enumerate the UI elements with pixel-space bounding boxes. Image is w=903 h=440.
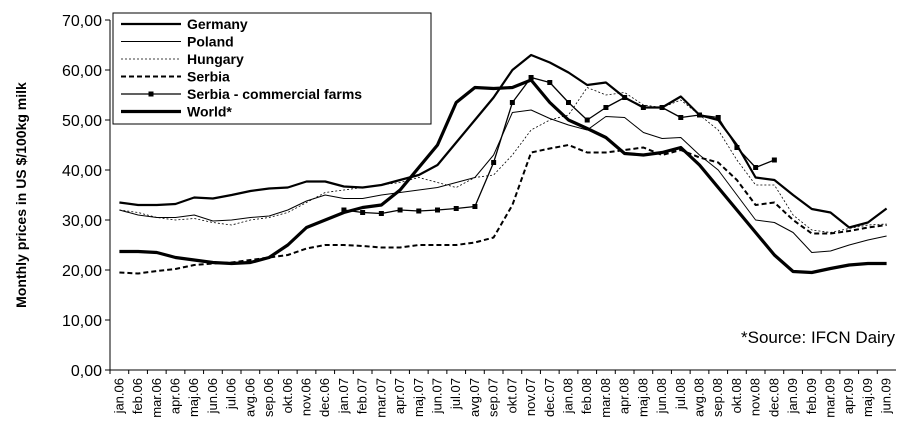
x-tick-label: jun.06 xyxy=(205,378,220,414)
series-marker xyxy=(472,204,478,209)
x-tick-label: jan.09 xyxy=(785,378,800,414)
y-tick-label: 70,00 xyxy=(62,13,102,30)
x-tick-label: sep.07 xyxy=(486,378,501,417)
x-tick-label: jan.08 xyxy=(561,378,576,414)
x-tick-label: jun.07 xyxy=(430,378,445,414)
x-tick-label: jul.06 xyxy=(224,378,239,410)
legend-box xyxy=(112,12,432,125)
x-tick-label: avg.06 xyxy=(242,378,257,417)
x-tick-label: mar.09 xyxy=(823,378,838,418)
series-marker xyxy=(360,210,366,215)
x-tick-label: dec.08 xyxy=(766,378,781,417)
annotation: *Source: IFCN Dairy xyxy=(741,328,895,347)
x-tick-label: feb.06 xyxy=(130,378,145,414)
x-tick-label: mar.06 xyxy=(149,378,164,418)
y-axis-title: Monthly prices in US $/100kg milk xyxy=(13,82,29,308)
x-tick-label: nov.08 xyxy=(748,378,763,416)
series-marker xyxy=(622,95,628,100)
series-marker xyxy=(528,75,534,80)
series-marker xyxy=(378,211,384,216)
legend-label: Serbia - commercial farms xyxy=(187,86,362,102)
x-tick-label: feb.09 xyxy=(804,378,819,414)
x-tick-label: dec.06 xyxy=(317,378,332,417)
series-marker xyxy=(603,105,609,110)
series-marker xyxy=(509,100,515,105)
y-tick-label: 0,00 xyxy=(71,363,102,380)
series-marker xyxy=(566,100,571,105)
x-tick-label: jun.09 xyxy=(879,378,894,414)
x-tick-label: okt.07 xyxy=(504,378,519,413)
legend-label: Poland xyxy=(187,34,234,50)
x-tick-label: maj.06 xyxy=(186,378,201,417)
series-marker xyxy=(715,115,721,120)
x-tick-label: nov.06 xyxy=(299,378,314,416)
y-tick-label: 40,00 xyxy=(62,163,102,180)
series-marker xyxy=(640,105,646,110)
x-tick-label: jun.08 xyxy=(654,378,669,414)
legend-label: Hungary xyxy=(187,51,244,67)
series-line xyxy=(119,53,888,229)
x-tick-label: feb.08 xyxy=(579,378,594,414)
series-marker xyxy=(659,105,665,110)
x-tick-label: apr.06 xyxy=(168,378,183,414)
x-tick-label: maj.07 xyxy=(411,378,426,417)
x-tick-label: nov.07 xyxy=(523,378,538,416)
series-marker xyxy=(416,208,422,214)
series-marker xyxy=(547,80,553,85)
series-marker xyxy=(678,115,684,120)
series-marker xyxy=(341,207,347,213)
x-tick-label: apr.08 xyxy=(617,378,632,414)
series-line xyxy=(119,144,887,275)
y-tick-label: 30,00 xyxy=(62,213,102,230)
series-marker xyxy=(453,206,459,211)
legend-marker xyxy=(148,91,154,97)
series-marker xyxy=(397,207,403,213)
y-tick-label: 50,00 xyxy=(62,113,102,130)
x-tick-label: maj.09 xyxy=(860,378,875,417)
x-tick-label: okt.06 xyxy=(280,378,295,413)
x-tick-label: jan.07 xyxy=(336,378,351,414)
legend-label: Germany xyxy=(187,16,248,32)
x-tick-label: avg.08 xyxy=(692,378,707,417)
series-marker xyxy=(771,157,777,163)
x-tick-label: maj.08 xyxy=(635,378,650,417)
x-tick-label: apr.07 xyxy=(392,378,407,414)
x-tick-label: feb.07 xyxy=(355,378,370,414)
series-marker xyxy=(491,160,497,165)
x-tick-label: jan.06 xyxy=(111,378,126,414)
series-marker xyxy=(584,117,590,123)
y-tick-label: 60,00 xyxy=(62,63,102,80)
x-tick-label: mar.07 xyxy=(373,378,388,418)
series-marker xyxy=(697,112,702,118)
x-tick-label: mar.08 xyxy=(598,378,613,418)
series-marker xyxy=(435,207,440,213)
x-tick-label: apr.09 xyxy=(841,378,856,414)
x-tick-label: jul.07 xyxy=(448,378,463,410)
series-marker xyxy=(734,145,740,150)
x-tick-label: avg.07 xyxy=(467,378,482,417)
x-tick-label: jul.08 xyxy=(673,378,688,410)
series-line xyxy=(343,76,775,215)
x-tick-label: sep.08 xyxy=(710,378,725,417)
legend-label: World* xyxy=(187,104,232,120)
x-tick-label: dec.07 xyxy=(542,378,557,417)
x-tick-label: sep.06 xyxy=(261,378,276,417)
series-line xyxy=(119,87,887,233)
series-marker xyxy=(753,165,759,170)
y-tick-label: 10,00 xyxy=(62,313,102,330)
legend-label: Serbia xyxy=(187,69,230,85)
y-tick-label: 20,00 xyxy=(62,263,102,280)
x-tick-label: okt.08 xyxy=(729,378,744,413)
series-line xyxy=(119,78,887,275)
